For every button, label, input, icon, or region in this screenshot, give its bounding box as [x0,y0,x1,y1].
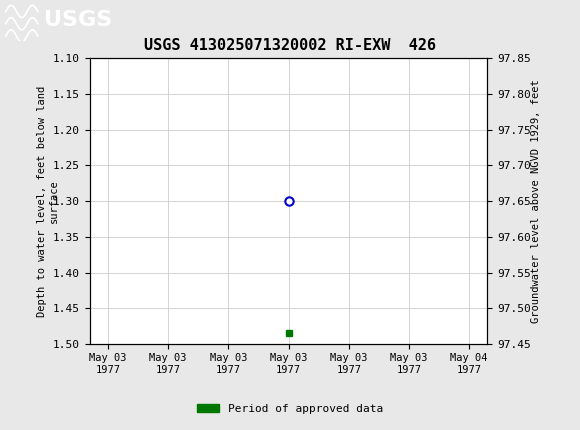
Legend: Period of approved data: Period of approved data [193,399,387,418]
Y-axis label: Groundwater level above NGVD 1929, feet: Groundwater level above NGVD 1929, feet [531,79,541,323]
Text: USGS: USGS [44,10,112,31]
Text: USGS 413025071320002 RI-EXW  426: USGS 413025071320002 RI-EXW 426 [144,38,436,53]
Y-axis label: Depth to water level, feet below land
surface: Depth to water level, feet below land su… [37,86,59,316]
